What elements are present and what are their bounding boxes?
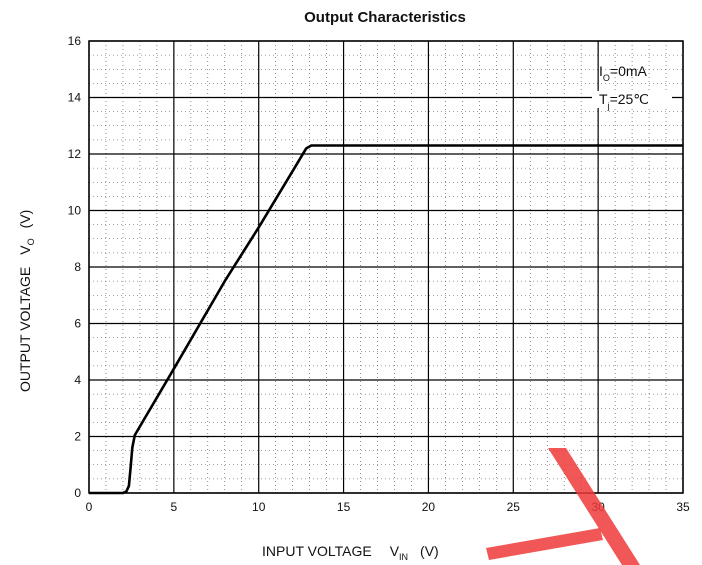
x-tick-labels: 05101520253035 [86,500,690,514]
x-axis-label-unit: (V) [420,543,439,559]
major-grid [88,40,684,494]
x-tick-label: 10 [252,500,266,514]
y-tick-label: 4 [74,373,81,387]
x-tick-label: 20 [422,500,436,514]
y-axis-label-prefix: OUTPUT VOLTAGE [17,267,33,392]
y-axis-label-unit: (V) [17,210,33,229]
annotation-current-text: =0mA [610,63,648,79]
y-tick-label: 8 [74,260,81,274]
annotation-current-subscript: O [603,73,610,83]
series-group [89,144,683,495]
x-tick-label: 15 [337,500,351,514]
y-tick-label: 14 [68,91,82,105]
annotation-current: IO=0mA [599,63,648,83]
chart-title: Output Characteristics [304,9,466,26]
annotation-temperature: Tj=25℃ [592,91,672,111]
annotation-temperature-subscript: j [607,101,610,111]
x-tick-label: 25 [507,500,521,514]
series-line-0 [89,144,683,495]
x-axis-label-prefix: INPUT VOLTAGE [262,543,372,559]
plot-frame [88,40,684,494]
svg-text:IO=0mA: IO=0mA [599,63,648,83]
x-tick-label: 0 [86,500,93,514]
y-tick-label: 6 [74,317,81,331]
watermark-stroke-horizontal [486,528,603,560]
y-tick-label: 10 [68,204,82,218]
annotation-temperature-text: =25℃ [610,91,649,107]
x-axis-label-symbol: V [390,543,400,559]
y-axis-label-symbol: V [17,245,33,255]
x-axis-label: INPUT VOLTAGE VIN (V) [262,543,439,562]
watermark-logo [486,448,640,565]
x-tick-label: 35 [676,500,690,514]
y-tick-label: 0 [74,486,81,500]
y-tick-label: 16 [68,34,82,48]
annotation-current-symbol: I [599,63,603,79]
y-axis-label-subscript: O [26,238,36,245]
y-tick-label: 2 [74,430,81,444]
x-tick-label: 5 [171,500,178,514]
minor-grid [89,41,683,493]
annotation-temperature-bg [592,91,672,108]
svg-text:Tj=25℃: Tj=25℃ [599,91,649,111]
x-axis-label-subscript: IN [399,552,408,562]
annotation-temperature-symbol: T [599,91,608,107]
watermark-stroke-diagonal [548,448,640,565]
y-tick-labels: 0 2 4 6 8 10 12 14 16 [68,34,82,500]
y-tick-label: 12 [68,147,82,161]
y-axis-label: OUTPUT VOLTAGE VO (V) [17,210,36,392]
